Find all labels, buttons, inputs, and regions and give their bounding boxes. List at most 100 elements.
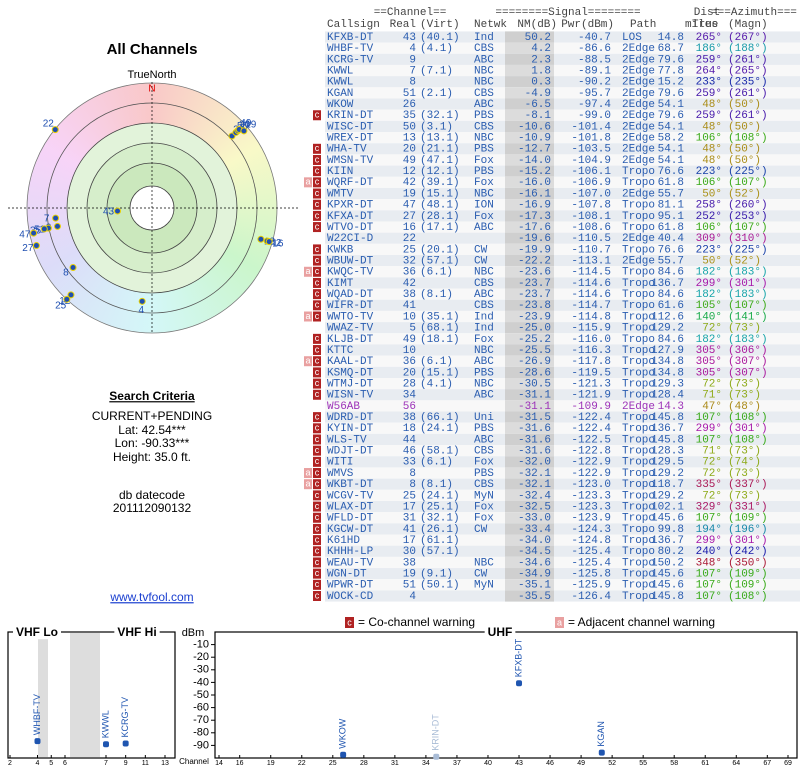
- criteria-height: Height: 35.0 ft.: [113, 450, 191, 464]
- table-cell: -122.9: [571, 457, 611, 469]
- table-cell: NBC: [474, 133, 494, 145]
- signal-marker: [433, 753, 440, 760]
- table-cell: 99.8: [658, 524, 684, 536]
- legend-label: = Adjacent channel warning: [568, 615, 715, 629]
- table-cell: 136.7: [651, 423, 684, 435]
- table-cell: (24.1): [420, 490, 460, 502]
- table-cell: WISC-DT: [327, 121, 374, 133]
- row-bg: [325, 76, 800, 88]
- table-cell: (73°): [728, 490, 761, 502]
- table-cell: 134.8: [651, 356, 684, 368]
- table-cell: 25: [403, 490, 416, 502]
- table-cell: Tropo: [622, 244, 655, 256]
- warning-code: c: [315, 579, 320, 589]
- table-cell: 72°: [702, 323, 722, 335]
- column-group: Dist: [694, 7, 720, 19]
- table-cell: KWWL: [327, 65, 353, 77]
- warning-code: c: [315, 467, 320, 477]
- table-cell: (108°): [728, 434, 768, 446]
- table-cell: 32: [403, 256, 416, 268]
- table-cell: (57.1): [420, 546, 460, 558]
- table-cell: ABC: [474, 390, 494, 402]
- vhf-box: [7, 631, 176, 759]
- table-cell: 14.3: [658, 401, 684, 413]
- table-cell: -114.6: [571, 289, 611, 301]
- table-cell: Tropo: [622, 390, 655, 402]
- site-link[interactable]: www.tvfool.com: [109, 590, 193, 604]
- table-cell: -97.4: [578, 99, 611, 111]
- nm-cell-bg: [505, 221, 554, 233]
- table-cell: KLJB-DT: [327, 334, 374, 346]
- table-cell: Fox: [474, 177, 494, 189]
- panel-title: UHF: [488, 625, 513, 639]
- row-bg: [325, 143, 800, 155]
- table-cell: (261°): [728, 110, 768, 122]
- station-label: 25: [55, 301, 67, 312]
- table-cell: (2.1): [420, 88, 453, 100]
- table-cell: (74°): [728, 457, 761, 469]
- y-axis-label: dBm: [182, 627, 205, 639]
- table-cell: (50°): [728, 99, 761, 111]
- warning-code: c: [315, 356, 320, 366]
- table-cell: 16: [403, 222, 416, 234]
- row-bg: [325, 165, 800, 177]
- polar-base: [8, 82, 298, 334]
- warning-box: [313, 177, 321, 188]
- table-cell: -23.8: [518, 300, 551, 312]
- nm-cell-bg: [505, 266, 554, 278]
- nm-cell-bg: [505, 53, 554, 65]
- nm-cell-bg: [505, 143, 554, 155]
- nm-cell-bg: [505, 545, 554, 557]
- row-bg: [325, 64, 800, 77]
- table-cell: Tropo: [622, 457, 655, 469]
- row-bg: [325, 277, 800, 289]
- table-cell: (267°): [728, 32, 768, 44]
- table-cell: (66.1): [420, 412, 460, 424]
- x-tick-label: 46: [546, 760, 554, 767]
- uhf-box: [214, 631, 798, 759]
- table-cell: WLS-TV: [327, 434, 367, 446]
- table-cell: 48°: [702, 99, 722, 111]
- table-cell: 129.5: [651, 457, 684, 469]
- row-bg: [325, 590, 800, 602]
- warning-box: [313, 389, 321, 400]
- table-cell: 36: [403, 267, 416, 279]
- row-bg: [325, 523, 800, 535]
- table-cell: -117.8: [571, 356, 611, 368]
- table-cell: (196°): [728, 524, 768, 536]
- table-cell: -25.5: [518, 345, 551, 357]
- column-group: ========Signal========: [495, 7, 640, 19]
- table-cell: Tropo: [622, 569, 655, 581]
- nm-cell-bg: [505, 98, 554, 110]
- table-cell: ABC: [474, 222, 494, 234]
- table-cell: Tropo: [622, 211, 655, 223]
- table-cell: -8.1: [525, 110, 552, 122]
- x-tick-label: 31: [391, 760, 399, 767]
- table-cell: WFLD-DT: [327, 513, 374, 525]
- table-cell: 240°: [696, 546, 722, 558]
- table-cell: 81.1: [658, 200, 685, 212]
- table-cell: 46: [403, 446, 416, 458]
- table-cell: Tropo: [622, 367, 655, 379]
- vhf-shade: [70, 633, 100, 757]
- criteria-mode: CURRENT+PENDING: [92, 409, 212, 423]
- table-cell: (20.1): [420, 244, 460, 256]
- table-cell: (109°): [728, 569, 768, 581]
- table-cell: (7.1): [420, 65, 453, 77]
- table-cell: 51: [403, 88, 417, 100]
- column-header: Netwk: [474, 19, 507, 31]
- table-cell: WISN-TV: [327, 390, 374, 402]
- x-tick-label: 37: [453, 760, 461, 767]
- x-tick-label: 64: [732, 760, 740, 767]
- table-cell: (310°): [728, 233, 768, 245]
- table-cell: 55.7: [658, 188, 684, 200]
- criteria-lon: Lon: -90.33***: [115, 436, 190, 450]
- table-cell: NBC: [474, 77, 494, 89]
- column-group: ==Channel==: [374, 7, 447, 19]
- table-cell: 265°: [696, 32, 722, 44]
- table-cell: 223°: [696, 244, 722, 256]
- signal-marker: [103, 741, 109, 748]
- table-cell: -122.4: [571, 412, 611, 424]
- warning-box: [313, 255, 321, 266]
- table-cell: -32.1: [518, 468, 551, 480]
